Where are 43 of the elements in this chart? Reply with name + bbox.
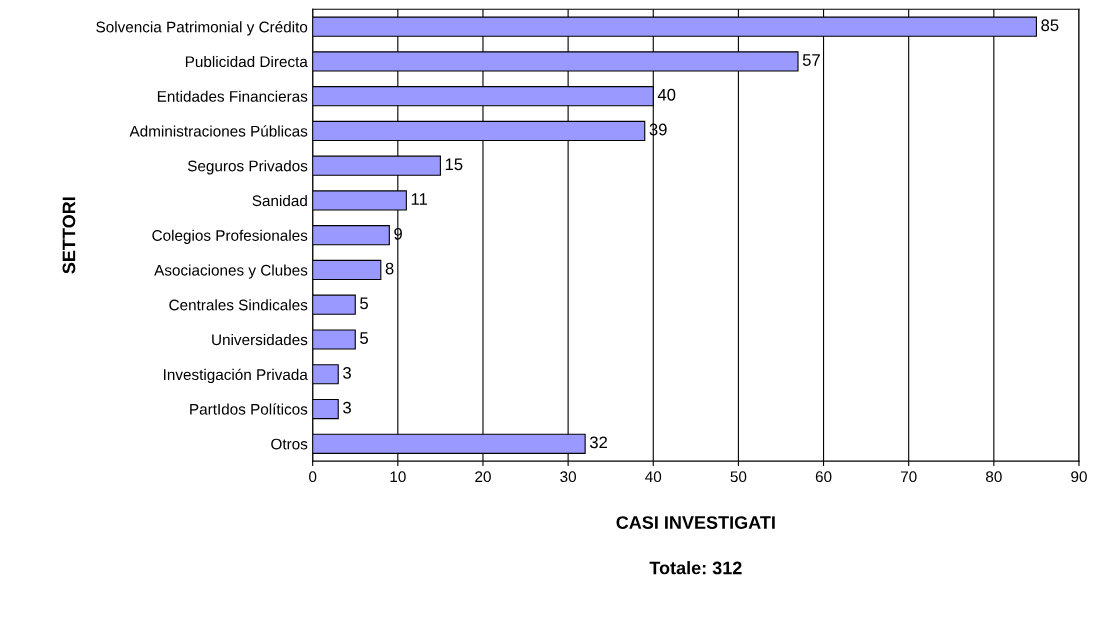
x-tick-label: 70 [900, 471, 917, 483]
y-tick-label: PartIdos Políticos [190, 403, 308, 415]
y-tick-label: Centrales Sindicales [169, 299, 308, 311]
y-tick-label: Administraciones Públicas [129, 125, 308, 137]
y-tick-label: Solvencia Patrimonial y Crédito [96, 21, 308, 36]
bar [312, 294, 356, 315]
data-label: 40 [657, 88, 676, 101]
x-axis-title: CASI INVESTIGATI [616, 516, 775, 529]
data-label: 3 [343, 366, 351, 379]
data-label: 15 [445, 158, 463, 171]
y-tick-label: Universidades [212, 333, 308, 346]
y-tick-label: Colegios Profesionales [152, 229, 308, 244]
bar [312, 329, 356, 350]
y-tick-label: Seguros Privados [187, 160, 308, 175]
y-tick-label: Investigación Privada [164, 368, 308, 384]
data-label: 5 [360, 297, 368, 310]
y-axis-title: SETTORI [62, 197, 76, 274]
x-tick-label: 30 [560, 471, 577, 483]
data-label: 57 [802, 54, 820, 66]
bar [312, 364, 339, 385]
text: Totale: 312 [649, 561, 742, 575]
x-tick-label: 0 [309, 471, 317, 483]
x-tick-label: 80 [986, 471, 1002, 483]
bar [312, 398, 339, 420]
data-label: 32 [589, 436, 608, 449]
x-tick-label: 90 [1071, 471, 1087, 483]
data-label: 5 [360, 332, 368, 344]
bar [312, 225, 390, 246]
data-label: 11 [411, 193, 427, 205]
x-tick-label: 60 [815, 471, 832, 483]
data-label: 3 [343, 401, 351, 414]
y-tick-label: Asociaciones y Clubes [154, 264, 308, 279]
x-tick-label: 20 [475, 471, 491, 483]
y-tick-label: Entidades Financieras [157, 90, 308, 102]
y-tick-label: Sanidad [252, 194, 307, 207]
x-tick-label: 40 [645, 471, 662, 483]
y-tick-label: Publicidad Directa [185, 55, 308, 68]
x-tick-label: 10 [390, 471, 406, 483]
bar [312, 259, 382, 281]
data-label: 8 [385, 262, 394, 275]
x-tick-label: 50 [730, 471, 747, 483]
y-tick-label: Otros [271, 438, 308, 450]
data-label: 85 [1041, 19, 1059, 32]
